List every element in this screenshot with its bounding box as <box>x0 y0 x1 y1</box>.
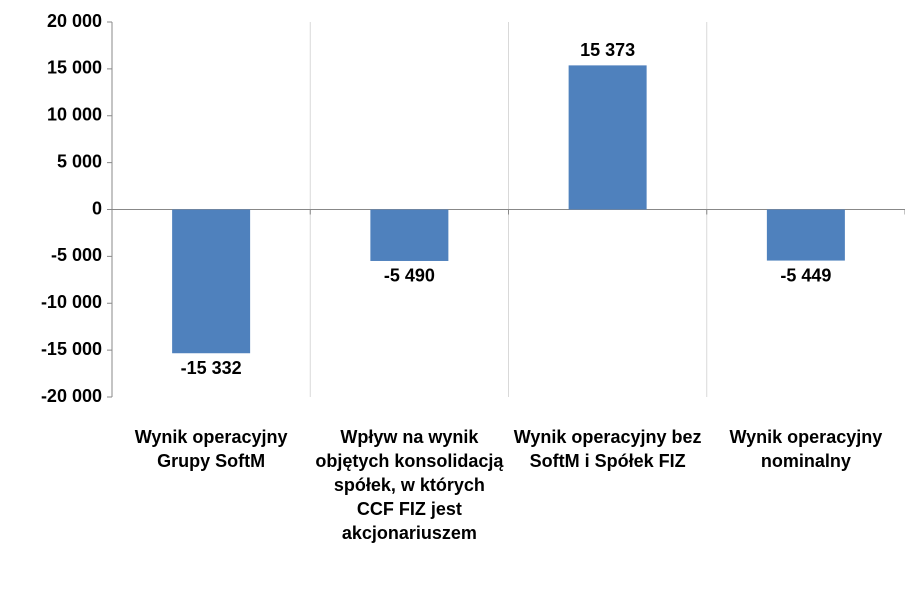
y-tick-label: -15 000 <box>41 339 102 359</box>
bar <box>172 209 251 354</box>
y-tick-label: -10 000 <box>41 292 102 312</box>
y-tick-label: -5 000 <box>51 245 102 265</box>
bar <box>568 65 647 210</box>
y-tick-label: 5 000 <box>57 151 102 171</box>
x-tick-label: Wynik operacyjny Grupy SoftM <box>134 427 288 471</box>
x-tick-label: Wynik operacyjny bez SoftM i Spółek FIZ <box>513 427 702 471</box>
value-label: -5 449 <box>780 265 831 285</box>
y-tick-label: -20 000 <box>41 386 102 406</box>
y-tick-label: 10 000 <box>47 105 102 125</box>
x-tick-label: Wpływ na wynik objętych konsolidacją spó… <box>315 427 504 543</box>
value-label: -5 490 <box>384 266 435 286</box>
y-tick-label: 20 000 <box>47 11 102 31</box>
bar <box>370 209 449 261</box>
bar <box>766 209 845 261</box>
y-tick-label: 0 <box>92 198 102 218</box>
value-label: 15 373 <box>580 40 635 60</box>
y-tick-label: 15 000 <box>47 58 102 78</box>
x-tick-label: Wynik operacyjny nominalny <box>729 427 883 471</box>
value-label: -15 332 <box>181 358 242 378</box>
